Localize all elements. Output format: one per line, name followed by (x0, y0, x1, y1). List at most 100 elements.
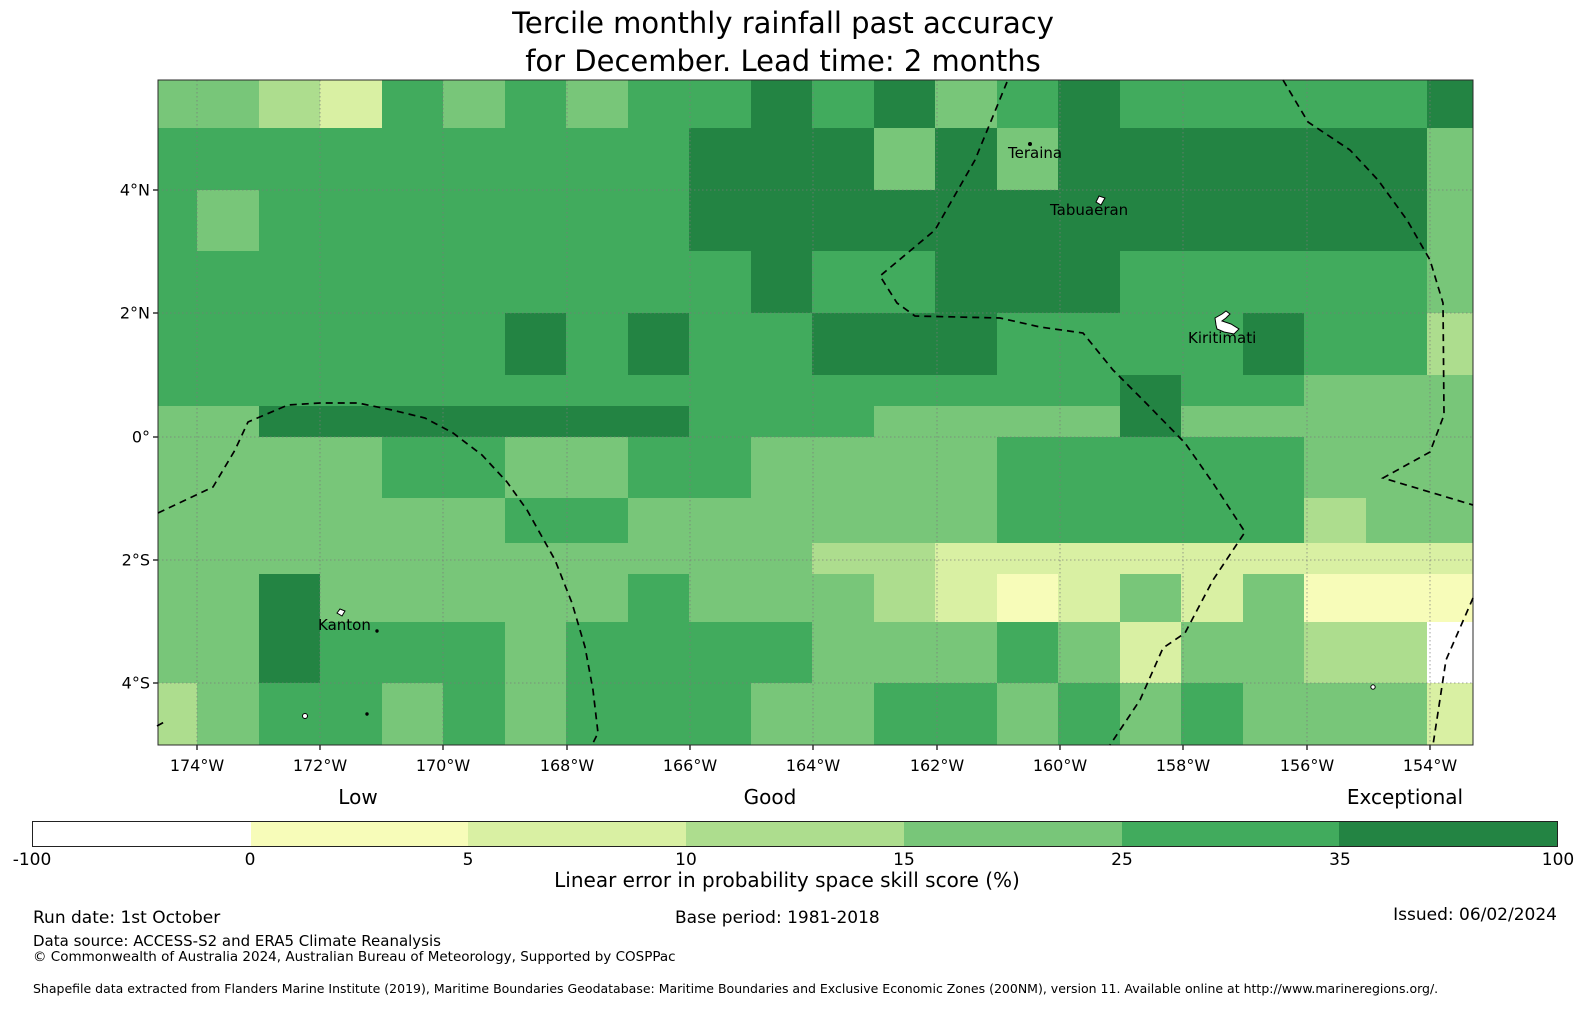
map-cell (996, 574, 1058, 622)
map-cell (443, 80, 505, 128)
map-cell (996, 375, 1058, 406)
colorbar-tick-label: 10 (675, 850, 697, 870)
map-cell (443, 437, 505, 498)
map-cell (689, 80, 751, 128)
map-cell (381, 313, 443, 375)
map-cell (443, 251, 505, 313)
map-cell (812, 128, 874, 190)
map-cell (197, 574, 259, 622)
map-cell (258, 128, 320, 190)
map-cell (197, 437, 259, 498)
map-cell (750, 251, 812, 313)
map-cell (320, 80, 382, 128)
map-cell (873, 543, 935, 574)
map-cell (627, 375, 689, 406)
chart-title-line2: for December. Lead time: 2 months (525, 44, 1041, 78)
map-cell (566, 406, 628, 437)
map-cell (750, 574, 812, 622)
run-date-text: Run date: 1st October (33, 908, 221, 928)
map-cell (689, 128, 751, 190)
map-cell (566, 683, 628, 745)
map-cell (197, 80, 259, 128)
map-cell (566, 313, 628, 375)
map-cell (381, 574, 443, 622)
map-cell (1427, 190, 1473, 251)
map-cell (996, 683, 1058, 745)
map-cell (627, 498, 689, 543)
map-cell (1242, 80, 1304, 128)
map-cell (1304, 406, 1366, 437)
map-cell (1058, 543, 1120, 574)
map-cell (158, 622, 197, 683)
lat-tick-label: 4°S (121, 673, 150, 693)
map-cell (1304, 313, 1366, 375)
map-cell (1181, 80, 1243, 128)
copyright-text: © Commonwealth of Australia 2024, Austra… (33, 949, 676, 965)
map-cell (1304, 498, 1366, 543)
map-cell (1119, 437, 1181, 498)
map-cell (996, 437, 1058, 498)
map-cell (1058, 406, 1120, 437)
map-cell (627, 574, 689, 622)
map-cell (258, 498, 320, 543)
map-cell (504, 190, 566, 251)
map-cell (381, 190, 443, 251)
map-cell (158, 190, 197, 251)
lat-tick-label: 2°N (119, 303, 150, 323)
map-cell (1119, 498, 1181, 543)
lon-tick-label: 160°W (1032, 756, 1088, 775)
map-cell (1058, 622, 1120, 683)
map-cell (1365, 406, 1427, 437)
map-cell (1242, 574, 1304, 622)
map-cell (873, 498, 935, 543)
map-cell (1058, 190, 1120, 251)
map-cell (627, 128, 689, 190)
map-cell (689, 190, 751, 251)
colorbar (32, 821, 1558, 847)
map-cell (935, 683, 997, 745)
map-cell (381, 375, 443, 406)
map-cell (873, 437, 935, 498)
chart-title-line1: Tercile monthly rainfall past accuracy (512, 6, 1054, 40)
map-cell (1242, 437, 1304, 498)
map-cell (873, 375, 935, 406)
skill-word-exceptional: Exceptional (1346, 785, 1464, 809)
map-cell (566, 80, 628, 128)
map-cell (197, 406, 259, 437)
colorbar-tick-label: 15 (893, 850, 915, 870)
colorbar-segment (686, 822, 904, 846)
map-cell (1119, 313, 1181, 375)
map-cell (812, 622, 874, 683)
colorbar-label: Linear error in probability space skill … (554, 868, 1020, 892)
map-cell (1058, 683, 1120, 745)
map-cell (812, 437, 874, 498)
map-cell (935, 80, 997, 128)
heatmap-cell-grid (158, 80, 1473, 745)
map-cell (1058, 80, 1120, 128)
map-cell (1181, 406, 1243, 437)
map-cell (158, 128, 197, 190)
map-cell (689, 375, 751, 406)
map-cell (258, 406, 320, 437)
map-cell (627, 543, 689, 574)
map-cell (381, 80, 443, 128)
map-cell (873, 251, 935, 313)
map-cell (443, 543, 505, 574)
skill-word-good: Good (743, 785, 797, 809)
lon-tick-label: 174°W (169, 756, 225, 775)
map-cell (812, 574, 874, 622)
map-cell (504, 683, 566, 745)
map-cell (1242, 683, 1304, 745)
map-cell (158, 437, 197, 498)
map-cell (566, 437, 628, 498)
map-cell (158, 406, 197, 437)
map-cell (996, 622, 1058, 683)
colorbar-tick-label: 25 (1111, 850, 1133, 870)
map-cell (381, 622, 443, 683)
map-cell (258, 190, 320, 251)
map-plot-area (158, 80, 1473, 745)
map-cell (258, 574, 320, 622)
map-cell (1427, 437, 1473, 498)
map-cell (1181, 683, 1243, 745)
map-cell (935, 622, 997, 683)
